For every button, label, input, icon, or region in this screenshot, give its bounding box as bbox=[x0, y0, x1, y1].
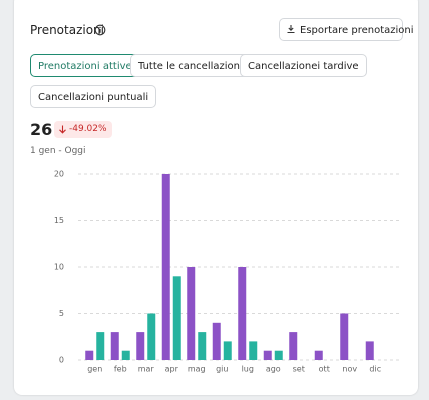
bar bbox=[365, 341, 374, 360]
bar bbox=[198, 332, 207, 360]
export-button[interactable]: Esportare prenotazioni bbox=[279, 18, 414, 41]
bar bbox=[249, 341, 258, 360]
bar bbox=[340, 313, 349, 360]
bar bbox=[85, 350, 94, 360]
bar bbox=[289, 332, 298, 360]
info-icon[interactable] bbox=[94, 24, 106, 36]
tab[interactable]: Cancellazioni puntuali bbox=[30, 85, 157, 108]
period: 1 gen - Oggi bbox=[30, 146, 86, 156]
x-tick-label: dic bbox=[369, 365, 381, 374]
x-tick-label: ott bbox=[319, 365, 330, 374]
y-tick-label: 20 bbox=[54, 170, 64, 179]
tab[interactable]: Cancellazionei tardive bbox=[240, 54, 367, 77]
bar bbox=[274, 350, 283, 360]
y-tick-label: 15 bbox=[54, 216, 64, 225]
y-tick-label: 10 bbox=[54, 263, 64, 272]
title: Prenotazioni bbox=[30, 23, 104, 37]
bar bbox=[121, 350, 130, 360]
tab[interactable]: Prenotazioni attive bbox=[30, 54, 140, 77]
x-tick-label: gen bbox=[87, 365, 102, 374]
bar bbox=[161, 174, 170, 360]
x-tick-label: apr bbox=[165, 365, 179, 374]
down-arrow bbox=[59, 125, 66, 134]
stat-value: 26 bbox=[30, 120, 53, 139]
x-tick-label: ago bbox=[266, 365, 281, 374]
bar bbox=[136, 332, 145, 360]
x-tick-label: lug bbox=[242, 365, 254, 374]
x-tick-label: mar bbox=[138, 365, 155, 374]
x-tick-label: giu bbox=[216, 365, 228, 374]
x-tick-label: feb bbox=[114, 365, 127, 374]
tab[interactable]: Tutte le cancellazioni bbox=[130, 54, 251, 77]
bar bbox=[110, 332, 119, 360]
bar bbox=[223, 341, 232, 360]
bar bbox=[147, 313, 156, 360]
x-tick-label: mag bbox=[188, 365, 206, 374]
bar bbox=[212, 322, 221, 360]
bar bbox=[314, 350, 323, 360]
x-tick-label: set bbox=[293, 365, 305, 374]
export-label: Esportare prenotazioni bbox=[300, 25, 414, 36]
bar bbox=[187, 267, 196, 360]
y-tick-label: 5 bbox=[59, 309, 64, 318]
bar bbox=[96, 332, 105, 360]
x-tick-label: nov bbox=[342, 365, 357, 374]
download-icon bbox=[287, 25, 295, 34]
y-tick-label: 0 bbox=[59, 356, 64, 365]
bar bbox=[172, 276, 181, 360]
change-text: -49.02% bbox=[69, 124, 107, 134]
bar bbox=[238, 267, 247, 360]
change-badge: -49.02% bbox=[54, 121, 112, 138]
bar bbox=[263, 350, 272, 360]
